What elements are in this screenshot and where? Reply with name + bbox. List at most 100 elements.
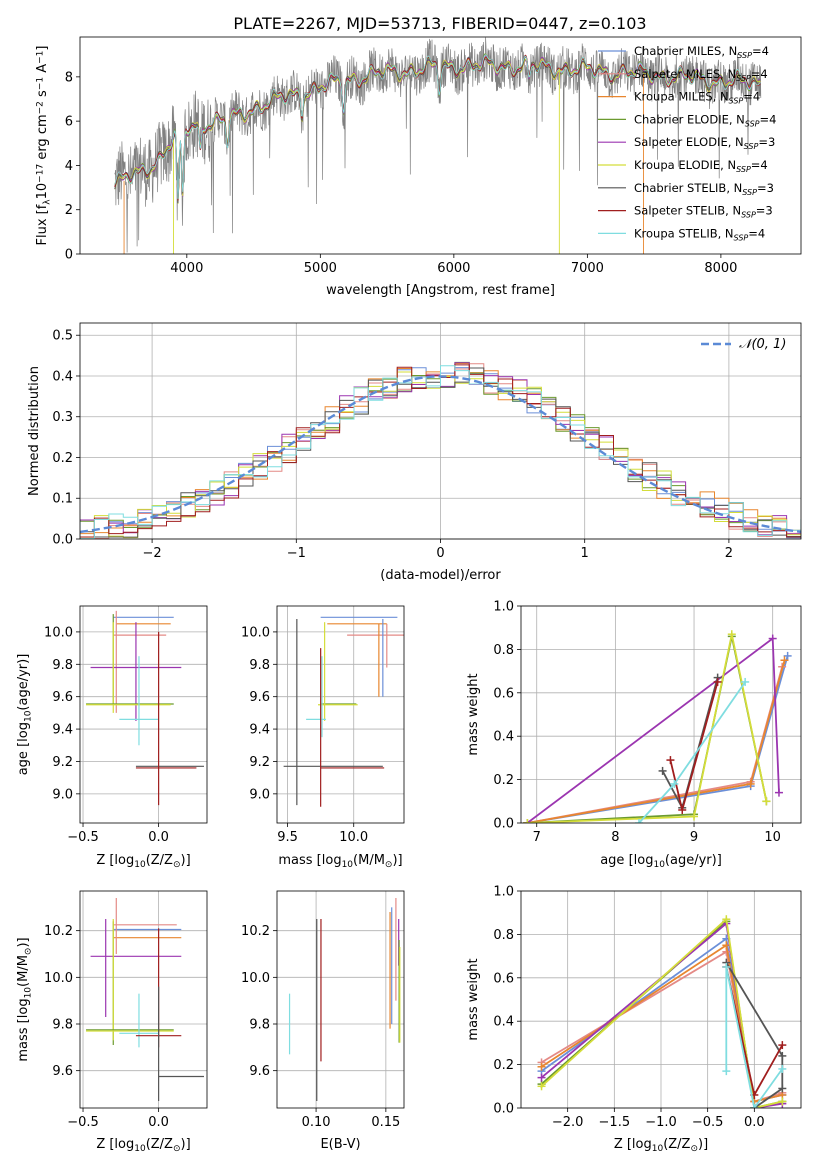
weight-line-kroupa-stelib bbox=[725, 966, 784, 1108]
weight-marker bbox=[713, 677, 722, 686]
x-axis-label-part: (Z/Z bbox=[146, 853, 173, 868]
legend-label: Chabrier ELODIE, NSSP=4 bbox=[634, 112, 776, 128]
mass-vs-metallicity-panel: −0.5 0.09.69.810.010.2Z [log10(Z/Z⊙)]mass… bbox=[16, 890, 208, 1154]
legend-label: Kroupa MILES, NSSP=4 bbox=[634, 90, 760, 106]
axes-frame: −0.5 0.09.69.810.010.2Z [log10(Z/Z⊙)]mass… bbox=[16, 924, 191, 1154]
x-tick-label: 9.5 bbox=[277, 830, 298, 845]
y-axis-label-part: mass weight bbox=[466, 673, 481, 755]
legend-label-sub: SSP bbox=[737, 51, 752, 60]
legend-label-nssp: =4 bbox=[752, 44, 769, 58]
plot-content bbox=[114, 37, 762, 254]
x-axis-label-part: )] bbox=[392, 853, 402, 868]
y-tick-label: 0.2 bbox=[52, 451, 73, 466]
weight-marker bbox=[722, 962, 731, 971]
x-tick-label: 0.0 bbox=[148, 1115, 169, 1130]
legend-label: Salpeter STELIB, NSSP=3 bbox=[634, 204, 773, 220]
weight-marker bbox=[690, 812, 699, 821]
weight-marker bbox=[666, 756, 675, 765]
axes-frame: −2 −1 0 1 2 0.0 0.1 0.2 0.3 0.4 0.5 𝒩(0, 1) (data-mo… bbox=[27, 329, 786, 583]
legend-label: Salpeter ELODIE, NSSP=3 bbox=[634, 135, 775, 151]
x-tick-label: 1 bbox=[581, 546, 589, 561]
weight-marker bbox=[722, 915, 731, 924]
axes-border bbox=[520, 605, 802, 824]
axes-frame: 0.10 0.15 9.6 9.8 10.0 10.2 E(B-V) bbox=[241, 924, 400, 1152]
axes-frame: −2.0 −1.5 −1.0 −0.5 0.0 0.0 0.2 0.4 0.6 0.8 1.0 Z [… bbox=[466, 885, 765, 1155]
x-tick-label: −0.5 bbox=[67, 1115, 99, 1130]
legend-label: 𝒩(0, 1) bbox=[739, 337, 786, 352]
x-tick-label: 2 bbox=[725, 546, 733, 561]
weight-marker bbox=[670, 779, 679, 788]
y-axis-label-part: ] bbox=[35, 46, 50, 51]
y-axis-label: mass weight bbox=[466, 673, 481, 755]
x-axis-label-part: ⊙ bbox=[173, 860, 181, 870]
y-axis-label-part: 10 bbox=[24, 710, 34, 722]
model-spectrum-kroupa-stelib bbox=[114, 54, 761, 199]
x-tick-label: −0.5 bbox=[67, 830, 99, 845]
axes-frame: 4000 5000 6000 7000 8000 0 2 4 6 8 Chabrier MILES,… bbox=[35, 44, 776, 298]
mass-weight-vs-metallicity-panel: −2.0 −1.5 −1.0 −0.5 0.0 0.0 0.2 0.4 0.6 0.8 1.0 Z [… bbox=[466, 885, 802, 1155]
weight-marker bbox=[537, 1082, 546, 1091]
x-axis-label-part: 10 bbox=[653, 860, 665, 870]
plot-content bbox=[537, 915, 787, 1108]
y-axis-label-part: erg cm bbox=[35, 114, 50, 163]
legend-label-name: Kroupa ELODIE, N bbox=[634, 158, 736, 172]
x-axis-label-part: )] bbox=[181, 1137, 191, 1152]
weight-marker bbox=[727, 630, 736, 639]
plot-area bbox=[277, 891, 404, 1108]
y-tick-label: 9.6 bbox=[52, 690, 73, 705]
y-tick-label: 10.0 bbox=[241, 971, 270, 986]
y-axis-label-part: mass weight bbox=[466, 958, 481, 1040]
gaussian-curve bbox=[80, 375, 801, 534]
axes-border bbox=[79, 322, 802, 540]
y-axis-label: Normed distribution bbox=[27, 366, 42, 496]
legend-label-sub: SSP bbox=[745, 119, 760, 128]
y-tick-label: 0.4 bbox=[493, 1015, 514, 1030]
y-tick-label: 0.3 bbox=[52, 410, 73, 425]
legend-label: Chabrier MILES, NSSP=4 bbox=[634, 44, 769, 60]
y-axis-label-part: 10 bbox=[35, 183, 50, 200]
x-axis-label: Z [log10(Z/Z⊙)] bbox=[614, 1137, 708, 1154]
mass-vs-extinction-panel: 0.10 0.15 9.6 9.8 10.0 10.2 E(B-V) bbox=[241, 890, 405, 1152]
y-axis-label-part: ⊙ bbox=[24, 948, 34, 956]
residuals-histogram-panel: −2 −1 0 1 2 0.0 0.1 0.2 0.3 0.4 0.5 𝒩(0, 1) (data-mo… bbox=[27, 322, 802, 583]
legend-label-name: Chabrier ELODIE, N bbox=[634, 112, 745, 126]
x-tick-label: 10.0 bbox=[339, 830, 368, 845]
axes-border bbox=[79, 605, 208, 824]
weight-marker bbox=[722, 1067, 731, 1076]
y-tick-label: 1.0 bbox=[493, 885, 514, 900]
legend-label-nssp: =4 bbox=[751, 158, 768, 172]
legend-label-sub: SSP bbox=[734, 233, 749, 242]
x-axis-label-part: )] bbox=[181, 853, 191, 868]
y-tick-label: 10.0 bbox=[44, 625, 73, 640]
legend-label-name: Chabrier MILES, N bbox=[634, 44, 737, 58]
weight-marker bbox=[523, 819, 532, 823]
plot-content bbox=[80, 361, 801, 539]
y-tick-label: 9.6 bbox=[249, 1064, 270, 1079]
x-tick-label: 0 bbox=[436, 546, 444, 561]
x-axis-label: mass [log10(M/M⊙)] bbox=[278, 853, 402, 870]
y-axis-label-part: A bbox=[35, 64, 50, 77]
legend-label-nssp: =4 bbox=[748, 226, 765, 240]
weight-marker bbox=[537, 1062, 546, 1071]
x-axis-label-part: ⊙ bbox=[173, 1144, 181, 1154]
y-axis-label: Flux [fλ10−17 erg cm−2 s−1 A−1] bbox=[35, 46, 53, 246]
y-axis-label-part: 10 bbox=[24, 987, 34, 999]
y-tick-label: 0.4 bbox=[493, 730, 514, 745]
y-tick-label: 9.2 bbox=[52, 755, 73, 770]
weight-marker bbox=[746, 779, 755, 788]
weight-marker bbox=[537, 1073, 546, 1082]
x-axis-label-part: 10 bbox=[134, 860, 146, 870]
plot-area bbox=[80, 606, 207, 823]
y-axis-label-part: Normed distribution bbox=[27, 366, 42, 496]
y-tick-label: 10.0 bbox=[44, 971, 73, 986]
x-tick-label: 6000 bbox=[437, 261, 470, 276]
legend-label-name: Chabrier STELIB, N bbox=[634, 181, 742, 195]
x-tick-label: 9 bbox=[690, 830, 698, 845]
y-tick-label: 0.6 bbox=[493, 686, 514, 701]
y-axis-label-part: age [log bbox=[16, 722, 31, 775]
y-tick-label: 0.0 bbox=[52, 533, 73, 548]
plot-content bbox=[523, 630, 792, 823]
weight-marker bbox=[783, 651, 792, 660]
x-axis-label-part: age [log bbox=[600, 853, 653, 868]
